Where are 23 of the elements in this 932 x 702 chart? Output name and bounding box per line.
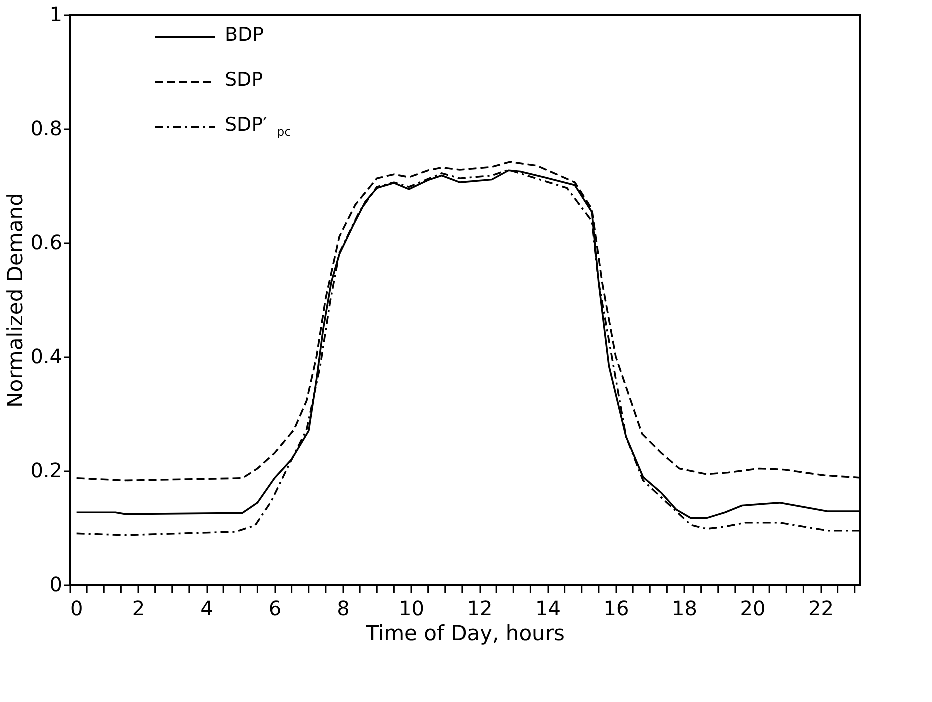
legend-label: BDP [225,24,264,46]
x-tick-label: 4 [200,596,214,620]
y-tick-label: 0.4 [30,344,62,368]
y-tick-label: 1 [50,2,62,26]
x-tick-label: 8 [337,596,350,620]
y-tick-label: 0 [50,572,62,596]
x-axis-title: Time of Day, hours [365,622,565,646]
x-tick-label: 16 [604,596,630,620]
x-tick-label: 0 [70,596,84,620]
legend-label: SDP [225,69,264,91]
y-tick-label: 0.8 [30,116,62,140]
x-tick-label: 14 [536,596,561,620]
y-tick-label: 0.2 [30,458,62,482]
y-axis-title: Normalized Demand [4,193,28,408]
x-tick-label: 12 [467,596,493,620]
x-tick-label: 20 [740,596,766,620]
x-tick-label: 18 [672,596,698,620]
y-tick-label: 0.6 [30,230,62,254]
x-tick-label: 6 [268,596,282,620]
x-tick-label: 22 [808,596,834,620]
legend-label: SDP′pc [225,114,292,139]
x-tick-label: 10 [399,596,424,620]
x-tick-label: 2 [132,596,146,620]
